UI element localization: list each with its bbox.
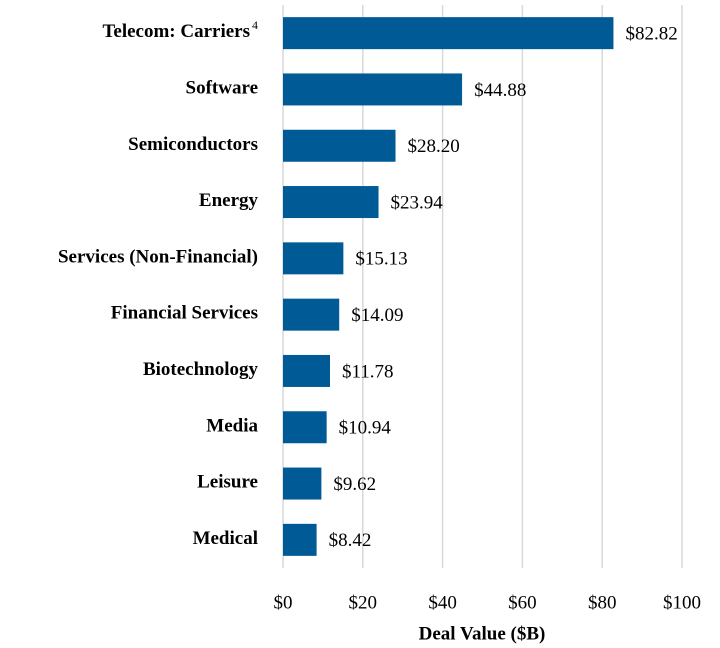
bar [283,523,317,556]
category-name: Financial Services [111,303,258,324]
category-name: Semiconductors [128,134,258,155]
value-label: $82.82 [625,24,677,45]
bar [283,242,344,275]
value-label: $8.42 [329,530,372,551]
bar [283,73,463,106]
category-name: Energy [199,190,259,211]
value-label: $11.78 [342,361,394,382]
value-label: $10.94 [339,418,392,439]
value-label: $28.20 [408,136,460,157]
x-tick-label: $80 [588,592,617,613]
bar [283,411,327,444]
x-tick-label: $20 [349,592,378,613]
value-label: $44.88 [474,80,526,101]
x-tick-label: $40 [428,592,457,613]
bar [283,186,379,219]
category-label: Media [206,416,258,437]
bar [283,354,331,387]
category-label: Software [186,78,258,99]
category-label: Financial Services [111,303,258,324]
category-label: Biotechnology [143,359,259,380]
category-label: Services (Non-Financial) [58,247,258,268]
footnote-marker: 4 [252,18,258,32]
category-label: Semiconductors [128,134,258,155]
category-name: Media [206,416,258,437]
category-name: Services (Non-Financial) [58,247,258,268]
category-label: Medical [193,528,258,549]
bar [283,467,322,500]
category-label: Telecom: Carriers 4 [102,18,258,43]
x-axis-title: Deal Value ($B) [419,623,546,644]
bar [283,129,396,162]
bar [283,298,340,331]
category-label: Leisure [197,472,258,493]
category-name: Software [186,78,258,99]
category-label: Energy [199,190,259,211]
category-name: Telecom: Carriers [102,22,250,43]
category-name: Biotechnology [143,359,259,380]
x-tick-label: $100 [663,592,701,613]
value-label: $9.62 [333,474,376,495]
x-tick-label: $60 [508,592,537,613]
x-tick-label: $0 [274,592,293,613]
value-label: $23.94 [391,192,444,213]
value-label: $14.09 [351,305,403,326]
bar [283,17,614,50]
value-label: $15.13 [355,249,407,270]
category-name: Medical [193,528,258,549]
category-name: Leisure [197,472,258,493]
